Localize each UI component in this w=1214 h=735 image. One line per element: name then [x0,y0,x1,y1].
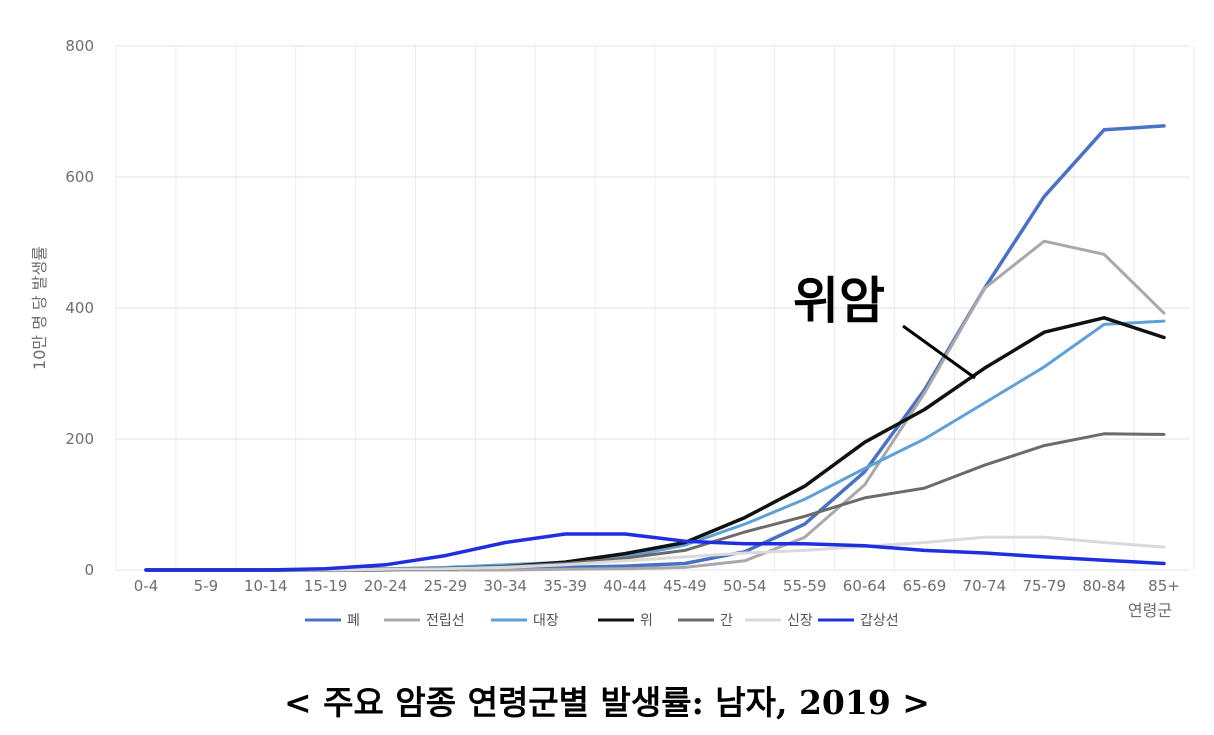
x-tick-label: 80-84 [1082,577,1126,595]
legend-label: 간 [720,613,733,629]
legend-label: 전립선 [426,613,465,629]
figure-caption: < 주요 암종 연령군별 발생률: 남자, 2019 > [284,683,930,722]
y-tick-label: 800 [65,37,94,55]
grid-lines [115,45,1195,571]
x-tick-label: 15-19 [304,577,348,595]
x-tick-label: 65-69 [903,577,947,595]
y-tick-label: 400 [65,299,94,317]
line-chart: 0 200 400 600 800 10만 명 당 발생률 0-4 5-9 10-14 15-… [30,37,1195,629]
legend-label: 대장 [533,613,559,629]
series-line-갑상선 [144,532,1166,572]
x-tick-label: 10-14 [244,577,288,595]
x-tick-label: 85+ [1148,577,1180,595]
y-axis-label: 10만 명 당 발생률 [30,246,49,370]
x-tick-label: 20-24 [364,577,408,595]
x-tick-label: 5-9 [194,577,219,595]
legend-label: 갑상선 [860,613,899,629]
x-tick-label: 70-74 [963,577,1007,595]
legend-label: 위 [640,613,653,629]
annotation-pointer [902,324,976,380]
x-tick-label: 50-54 [723,577,767,595]
y-tick-label: 0 [84,561,94,579]
y-tick-label: 600 [65,168,94,186]
annotation-label: 위암 [793,272,885,330]
x-tick-label: 0-4 [134,577,159,595]
x-tick-label: 60-64 [843,577,887,595]
x-tick-label: 55-59 [783,577,827,595]
x-tick-label: 75-79 [1022,577,1066,595]
y-axis: 0 200 400 600 800 [65,37,94,579]
y-tick-label: 200 [65,430,94,448]
x-axis-label: 연령군 [1128,601,1172,620]
legend-label: 폐 [347,613,360,629]
legend: 폐 전립선 대장 위 간 신장 갑상선 [305,613,899,629]
series-lines [144,124,1166,572]
x-tick-label: 25-29 [424,577,468,595]
x-tick-label: 30-34 [483,577,527,595]
x-tick-label: 45-49 [663,577,707,595]
x-axis: 0-4 5-9 10-14 15-19 20-24 25-29 30-34 35-39 40-4… [134,577,1180,595]
x-tick-label: 40-44 [603,577,647,595]
legend-label: 신장 [787,613,813,629]
x-tick-label: 35-39 [543,577,587,595]
